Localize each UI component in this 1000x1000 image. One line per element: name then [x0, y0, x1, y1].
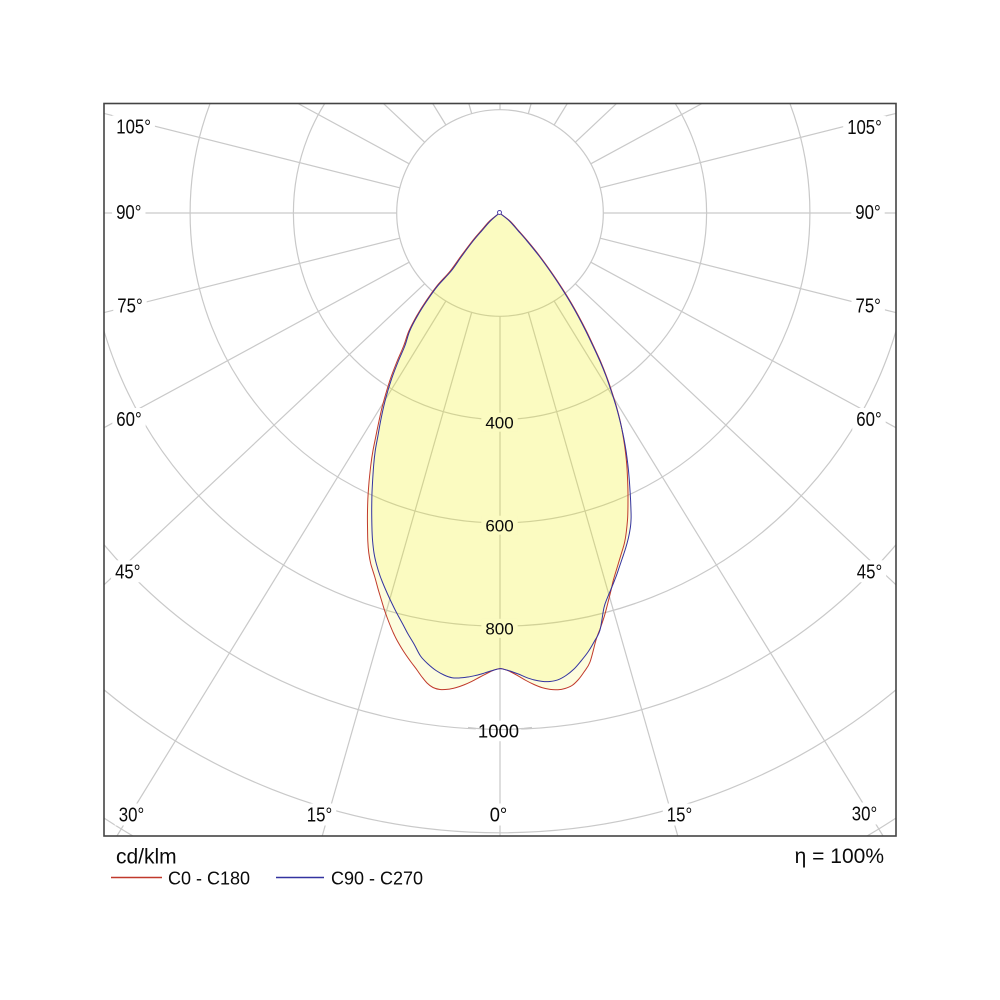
svg-text:400: 400 — [485, 413, 513, 432]
svg-text:C0 - C180: C0 - C180 — [168, 869, 250, 889]
svg-text:60°: 60° — [116, 409, 141, 431]
svg-text:45°: 45° — [115, 562, 140, 584]
svg-text:600: 600 — [485, 516, 513, 535]
svg-text:90°: 90° — [855, 202, 880, 224]
svg-text:30°: 30° — [852, 804, 877, 826]
svg-text:cd/klm: cd/klm — [116, 846, 177, 869]
svg-text:30°: 30° — [119, 805, 144, 827]
svg-text:15°: 15° — [667, 805, 692, 827]
svg-text:η = 100%: η = 100% — [795, 845, 884, 868]
svg-text:800: 800 — [485, 619, 513, 638]
svg-text:90°: 90° — [116, 202, 141, 224]
svg-text:45°: 45° — [857, 562, 882, 584]
svg-text:105°: 105° — [116, 117, 151, 139]
svg-text:75°: 75° — [117, 296, 142, 318]
svg-text:75°: 75° — [856, 296, 881, 318]
svg-text:0°: 0° — [490, 805, 508, 827]
svg-text:C90 - C270: C90 - C270 — [331, 869, 423, 889]
svg-text:15°: 15° — [307, 805, 332, 827]
svg-text:1000: 1000 — [478, 721, 519, 742]
svg-text:60°: 60° — [856, 409, 881, 431]
svg-text:105°: 105° — [847, 117, 882, 139]
